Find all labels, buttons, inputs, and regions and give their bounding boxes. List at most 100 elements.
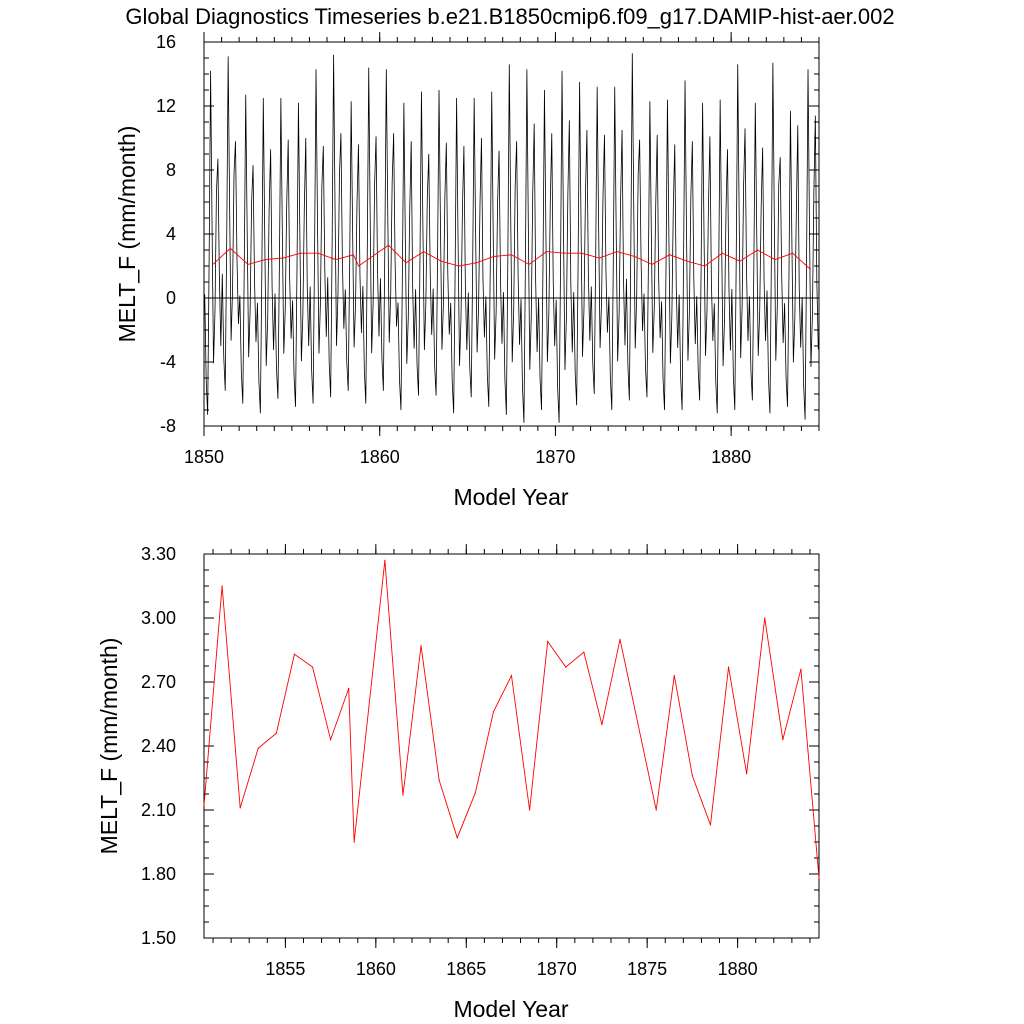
bottom-data-point — [456, 837, 458, 839]
top-data-point — [809, 268, 811, 270]
bottom-y-tick-label: 2.40 — [141, 736, 176, 756]
bottom-data-point — [474, 792, 476, 794]
top-y-tick-label: 12 — [156, 96, 176, 116]
top-data-point — [264, 259, 267, 261]
bottom-data-point — [547, 640, 549, 643]
bottom-data-point — [420, 645, 422, 647]
top-y-ticks: -8 -4 0 4 8 12 16 — [156, 32, 819, 436]
top-data-point — [739, 260, 741, 262]
bottom-y-tick-label: 1.80 — [141, 864, 176, 884]
top-data-point — [229, 247, 231, 249]
top-data-point — [358, 265, 360, 267]
bottom-series-line-0 — [203, 560, 820, 879]
top-y-tick-label: -8 — [160, 416, 176, 436]
top-data-point — [528, 263, 530, 265]
top-x-tick-label: 1860 — [360, 447, 400, 467]
bottom-x-tick-label: 1865 — [446, 959, 486, 979]
bottom-data-point — [510, 675, 513, 677]
top-data-point — [774, 259, 776, 261]
bottom-x-ticks: 1855 1860 1865 1870 1875 1880 — [265, 544, 758, 979]
bottom-data-point — [257, 747, 259, 749]
bottom-series — [203, 559, 820, 879]
top-data-point — [510, 254, 513, 256]
bottom-x-tick-label: 1855 — [265, 959, 305, 979]
bottom-data-point — [637, 724, 639, 726]
top-y-tick-label: -4 — [160, 352, 176, 372]
top-data-point — [756, 249, 759, 251]
bottom-y-tick-label: 3.00 — [141, 608, 176, 628]
bottom-y-tick-label: 1.50 — [141, 928, 176, 948]
top-data-point — [563, 252, 565, 254]
top-data-point — [405, 262, 407, 264]
top-data-point — [317, 252, 319, 254]
bottom-x-axis-title: Model Year — [453, 996, 568, 1022]
top-data-point — [651, 263, 653, 265]
top-y-tick-label: 4 — [166, 224, 176, 244]
bottom-x-tick-label: 1875 — [627, 959, 667, 979]
top-series — [204, 53, 819, 423]
bottom-y-axis-title: MELT_F (mm/month) — [96, 638, 122, 855]
bottom-data-point — [311, 666, 314, 668]
bottom-data-point — [438, 779, 440, 781]
bottom-data-point — [619, 638, 621, 640]
top-data-point — [792, 252, 794, 254]
top-data-point — [423, 251, 425, 253]
bottom-data-point — [782, 739, 784, 741]
bottom-minor-ticks — [204, 549, 819, 943]
bottom-data-point — [348, 687, 350, 690]
bottom-data-point — [565, 666, 567, 668]
bottom-data-point — [293, 653, 296, 655]
top-x-tick-label: 1880 — [711, 447, 751, 467]
top-data-point — [247, 263, 249, 265]
bottom-data-point — [601, 724, 603, 726]
bottom-data-point — [691, 775, 693, 777]
bottom-panel: 1.50 1.80 2.10 2.40 2.70 3.00 3.30 1855 1860 186… — [96, 544, 820, 1022]
top-data-point — [546, 251, 548, 253]
bottom-x-tick-label: 1860 — [356, 959, 396, 979]
top-data-point — [686, 260, 688, 262]
top-data-point — [633, 255, 636, 257]
top-data-point — [300, 252, 302, 254]
top-x-tick-label: 1870 — [535, 447, 575, 467]
bottom-data-point — [709, 824, 712, 826]
top-data-point — [352, 254, 354, 256]
bottom-data-point — [353, 841, 355, 843]
top-data-point — [335, 259, 337, 261]
bottom-data-point — [673, 675, 675, 677]
top-y-tick-label: 8 — [166, 160, 176, 180]
bottom-plot-frame — [203, 553, 820, 939]
top-data-point — [721, 252, 723, 254]
top-data-point — [581, 252, 583, 254]
bottom-y-tick-label: 2.10 — [141, 800, 176, 820]
top-data-point — [458, 265, 460, 267]
bottom-data-point — [239, 807, 241, 809]
top-y-tick-label: 0 — [166, 288, 176, 308]
figure-title: Global Diagnostics Timeseries b.e21.B185… — [125, 4, 894, 29]
top-data-point — [387, 244, 390, 246]
bottom-data-point — [746, 773, 748, 775]
bottom-data-point — [528, 809, 531, 811]
bottom-data-point — [221, 585, 223, 587]
bottom-x-tick-label: 1880 — [718, 959, 758, 979]
bottom-data-point — [727, 666, 730, 668]
top-data-point — [475, 262, 477, 264]
bottom-data-point — [818, 877, 820, 879]
top-data-point — [669, 254, 671, 256]
bottom-data-point — [384, 559, 386, 562]
top-data-point — [598, 257, 600, 259]
bottom-data-point — [800, 668, 802, 670]
top-data-point — [440, 260, 442, 262]
bottom-data-point — [764, 617, 766, 619]
top-data-point — [493, 255, 495, 257]
bottom-data-point — [655, 809, 657, 811]
bottom-data-point — [203, 805, 205, 807]
bottom-y-tick-label: 2.70 — [141, 672, 176, 692]
top-x-ticks: 1850 1860 1870 1880 — [184, 32, 751, 467]
bottom-y-tick-label: 3.30 — [141, 544, 176, 564]
top-series-line-0 — [204, 53, 819, 423]
top-x-tick-label: 1850 — [184, 447, 224, 467]
bottom-data-point — [583, 651, 585, 653]
top-x-axis-title: Model Year — [453, 484, 568, 510]
bottom-data-point — [275, 732, 277, 734]
bottom-data-point — [402, 794, 404, 796]
